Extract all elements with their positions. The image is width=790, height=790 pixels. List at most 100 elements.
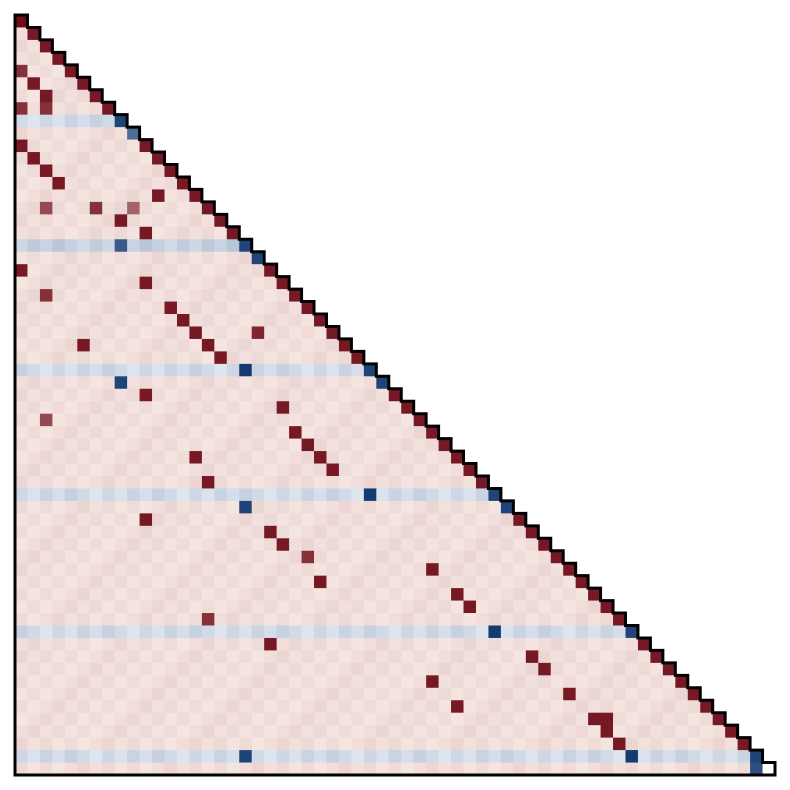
heatmap-cell [475, 700, 489, 714]
heatmap-cell [675, 700, 689, 714]
heatmap-cell [39, 625, 53, 639]
heatmap-cell [326, 401, 340, 415]
heatmap-cell [264, 451, 278, 464]
heatmap-cell [164, 762, 178, 776]
heatmap-cell [513, 538, 527, 552]
heatmap-cell [451, 451, 464, 464]
heatmap-cell [538, 625, 552, 639]
heatmap-cell [588, 625, 601, 639]
heatmap-cell [600, 662, 614, 676]
heatmap-cell [351, 687, 365, 701]
heatmap-cell [114, 750, 128, 763]
heatmap-cell [488, 588, 502, 601]
heatmap-cell [351, 488, 365, 502]
heatmap-cell [226, 264, 240, 278]
heatmap-cell [376, 625, 390, 639]
heatmap-cell [600, 725, 614, 739]
heatmap-cell [164, 625, 178, 639]
heatmap-cell [326, 438, 340, 452]
heatmap-cell [500, 737, 514, 751]
heatmap-cell [376, 700, 390, 714]
heatmap-cell [538, 725, 552, 739]
heatmap-cell [451, 675, 464, 689]
heatmap-cell [164, 376, 178, 390]
heatmap-cell [289, 463, 302, 477]
heatmap-cell [376, 712, 390, 726]
heatmap-cell [77, 127, 91, 140]
heatmap-cell [102, 102, 116, 116]
heatmap-cell [264, 525, 278, 539]
heatmap-cell [127, 289, 140, 302]
heatmap-cell [77, 251, 91, 265]
heatmap-cell [326, 475, 340, 489]
heatmap-cell [152, 401, 165, 415]
heatmap-cell [77, 376, 91, 390]
heatmap-cell [89, 264, 103, 278]
heatmap-cell [488, 750, 502, 763]
heatmap-cell [264, 750, 278, 763]
heatmap-cell [525, 588, 539, 601]
heatmap-cell [102, 525, 116, 539]
heatmap-cell [15, 475, 28, 489]
heatmap-cell [176, 750, 190, 763]
heatmap-cell [89, 413, 103, 427]
heatmap-cell [201, 239, 215, 253]
heatmap-cell [152, 276, 165, 290]
heatmap-cell [27, 600, 41, 614]
heatmap-cell [64, 164, 78, 178]
heatmap-cell [139, 513, 153, 527]
heatmap-cell [77, 525, 91, 539]
heatmap-cell [388, 712, 402, 726]
heatmap-cell [127, 588, 140, 601]
heatmap-cell [239, 463, 253, 477]
heatmap-cell [251, 650, 265, 664]
heatmap-cell [52, 276, 66, 290]
heatmap-cell [376, 388, 390, 402]
heatmap-cell [463, 463, 477, 477]
heatmap-cell [388, 488, 402, 502]
heatmap-cell [463, 650, 477, 664]
heatmap-cell [64, 301, 78, 315]
triangle-outline [13, 13, 777, 777]
heatmap-cell [488, 712, 502, 726]
heatmap-cell [214, 500, 228, 514]
heatmap-cell [27, 114, 41, 128]
heatmap-cell [525, 563, 539, 577]
heatmap-cell [77, 575, 91, 589]
heatmap-cell [201, 762, 215, 776]
heatmap-cell [164, 438, 178, 452]
heatmap-cell [77, 538, 91, 552]
heatmap-cell [176, 588, 190, 601]
heatmap-cell [52, 413, 66, 427]
heatmap-cell [276, 388, 290, 402]
heatmap-cell [276, 750, 290, 763]
heatmap-cell [401, 650, 415, 664]
heatmap-cell [251, 750, 265, 763]
heatmap-cell [413, 750, 427, 763]
heatmap-cell [189, 675, 203, 689]
heatmap-cell [189, 575, 203, 589]
heatmap-cell [264, 725, 278, 739]
heatmap-cell [289, 650, 302, 664]
heatmap-cell [289, 762, 302, 776]
heatmap-cell [15, 139, 28, 153]
heatmap-cell [102, 712, 116, 726]
heatmap-cell [189, 700, 203, 714]
heatmap-cell [15, 289, 28, 302]
heatmap-cell [239, 588, 253, 601]
heatmap-cell [52, 152, 66, 165]
heatmap-cell [89, 513, 103, 527]
heatmap-cell [176, 189, 190, 203]
heatmap-cell [52, 550, 66, 564]
heatmap-cell [363, 376, 377, 390]
heatmap-cell [27, 488, 41, 502]
heatmap-cell [637, 700, 651, 714]
heatmap-cell [401, 401, 415, 415]
heatmap-cell [438, 712, 452, 726]
heatmap-cell [201, 700, 215, 714]
heatmap-cell [239, 675, 253, 689]
heatmap-cell [102, 251, 116, 265]
heatmap-cell [438, 613, 452, 626]
heatmap-cell [39, 214, 53, 228]
heatmap-cell [438, 438, 452, 452]
